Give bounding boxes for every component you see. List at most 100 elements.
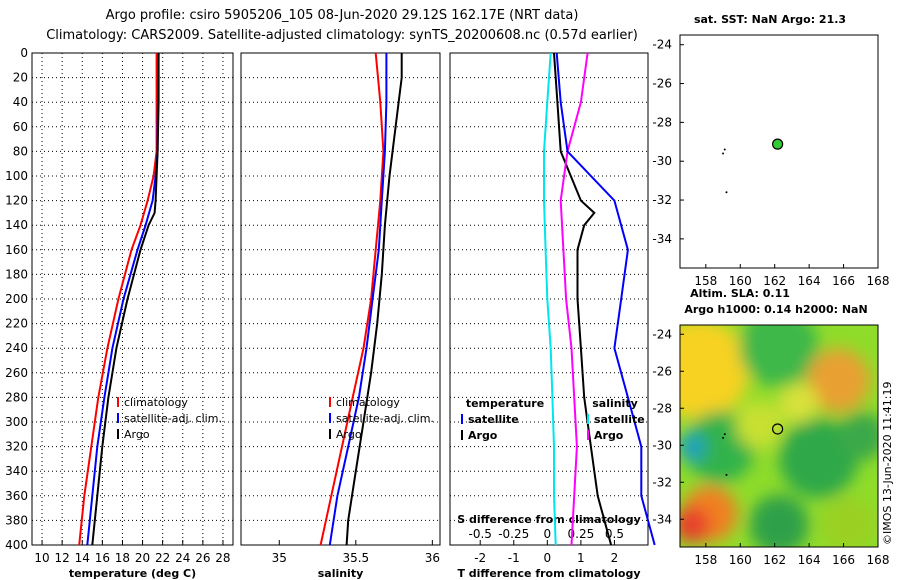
tick-label-x-salinity: 35.5 (342, 551, 369, 565)
map-tick-label-y: -30 (652, 154, 672, 168)
heatmap-cell (680, 506, 710, 543)
tick-label-depth: 200 (5, 292, 28, 306)
map-tick-label-y: -28 (652, 115, 672, 129)
legend-label-temperature: Argo (468, 429, 498, 442)
heatmap-cell (680, 325, 750, 420)
legend-label-salinity: Argo (594, 429, 624, 442)
legend-title-salinity: salinity (592, 397, 638, 410)
heatmap-cell (680, 433, 706, 462)
title-line-2: Climatology: CARS2009. Satellite-adjuste… (46, 28, 638, 43)
tick-label-depth: 140 (5, 218, 28, 232)
tick-label-depth: 400 (5, 538, 28, 552)
map-tick-label-x: 160 (729, 553, 752, 567)
tick-label-x-temperature: 16 (95, 551, 110, 565)
coast-speck (725, 473, 728, 476)
coast-speck (723, 148, 726, 151)
tick-label-depth: 380 (5, 513, 28, 527)
legend-title-temperature: temperature (466, 397, 544, 410)
map-tick-label-y: -28 (652, 401, 672, 415)
tick-label-x-temperature: 14 (75, 551, 90, 565)
tick-label-s-difference: -0.5 (468, 527, 491, 541)
coast-speck (722, 436, 725, 439)
axis-label-x-temperature: temperature (deg C) (69, 567, 196, 580)
map-tick-label-y: -34 (652, 512, 672, 526)
tick-label-x-temperature: 26 (195, 551, 210, 565)
map-tick-label-x: 164 (798, 274, 821, 288)
panel-frame-salinity (240, 52, 441, 546)
legend-label-temperature: satellite (468, 413, 519, 426)
tick-label-x-salinity: 35 (272, 551, 287, 565)
tick-label-depth: 40 (13, 95, 28, 109)
coast-speck (725, 191, 728, 194)
tick-label-depth: 360 (5, 489, 28, 503)
map-tick-label-x: 158 (694, 274, 717, 288)
heatmap-cell (779, 382, 819, 423)
map-tick-label-x: 166 (832, 553, 855, 567)
heatmap-cell (779, 418, 859, 499)
tick-label-depth: 0 (20, 46, 28, 60)
map-frame-sst_map (679, 34, 879, 269)
map-title-h1000: Argo h1000: 0.14 h2000: NaN (684, 303, 867, 316)
heatmap-cell (749, 494, 809, 547)
tick-label-x-temperature: 10 (34, 551, 49, 565)
title-line-1: Argo profile: csiro 5905206_105 08-Jun-2… (106, 8, 579, 23)
tick-label-depth: 180 (5, 267, 28, 281)
coast-speck (723, 433, 726, 436)
tick-label-x-temperature: 24 (175, 551, 190, 565)
tick-label-x-temperature: 12 (55, 551, 70, 565)
tick-label-x-differences: -1 (508, 551, 520, 565)
tick-label-depth: 280 (5, 390, 28, 404)
axis-label-x-salinity: salinity (318, 567, 364, 580)
series-line-temperature-satellite (543, 52, 557, 546)
tick-label-depth: 340 (5, 464, 28, 478)
watermark-text: ©IMOS 13-Jun-2020 11:41:19 (881, 381, 894, 545)
map-tick-label-x: 166 (832, 274, 855, 288)
map-tick-label-x: 162 (763, 274, 786, 288)
tick-label-s-difference: 0.25 (568, 527, 595, 541)
axis-label-x-differences: T difference from climatology (457, 567, 640, 580)
map-tick-label-y: -26 (652, 364, 672, 378)
heatmap-cell (739, 325, 819, 388)
tick-label-x-temperature: 22 (155, 551, 170, 565)
map-tick-label-x: 160 (729, 274, 752, 288)
tick-label-x-differences: 2 (611, 551, 619, 565)
map-tick-label-x: 168 (867, 553, 890, 567)
map-frame-sla_map (679, 324, 879, 548)
tick-label-s-difference: 0 (544, 527, 552, 541)
tick-label-x-temperature: 18 (115, 551, 130, 565)
series-line-temperature-argo (91, 53, 160, 546)
tick-label-x-temperature: 20 (135, 551, 150, 565)
series-line-salinity-argo (555, 52, 656, 546)
tick-label-depth: 160 (5, 243, 28, 257)
tick-label-depth: 100 (5, 169, 28, 183)
heatmap-cell (838, 412, 878, 460)
tick-label-x-salinity: 36 (425, 551, 440, 565)
legend-label-salinity: Argo (336, 428, 362, 441)
tick-label-depth: 80 (13, 144, 28, 158)
map-tick-label-y: -24 (652, 327, 672, 341)
tick-label-depth: 20 (13, 71, 28, 85)
series-line-salinity-satellite-adj--clim- (328, 53, 388, 546)
tick-label-s-difference: -0.25 (498, 527, 529, 541)
legend-label-temperature: Argo (124, 428, 150, 441)
legend-label-temperature: climatology (124, 396, 188, 409)
tick-label-x-differences: 1 (577, 551, 585, 565)
map-title-sla: Altim. SLA: 0.11 (690, 287, 790, 300)
map-tick-label-y: -32 (652, 193, 672, 207)
legend-label-salinity: satellite (594, 413, 645, 426)
legend-label-salinity: climatology (336, 396, 400, 409)
heatmap-cell (806, 348, 871, 413)
argo-location-marker (772, 423, 784, 435)
map-tick-label-y: -24 (652, 38, 672, 52)
tick-label-depth: 300 (5, 415, 28, 429)
tick-label-x-differences: -2 (474, 551, 486, 565)
tick-label-x-temperature: 28 (215, 551, 230, 565)
map-tick-label-x: 164 (798, 553, 821, 567)
heatmap-cell (820, 496, 877, 547)
legend-label-temperature: satellite-adj. clim. (124, 412, 222, 425)
axis-label-s-difference: S difference from climatology (457, 513, 641, 526)
tick-label-depth: 260 (5, 366, 28, 380)
map-title-sst: sat. SST: NaN Argo: 21.3 (694, 13, 846, 26)
argo-location-marker (772, 138, 784, 150)
